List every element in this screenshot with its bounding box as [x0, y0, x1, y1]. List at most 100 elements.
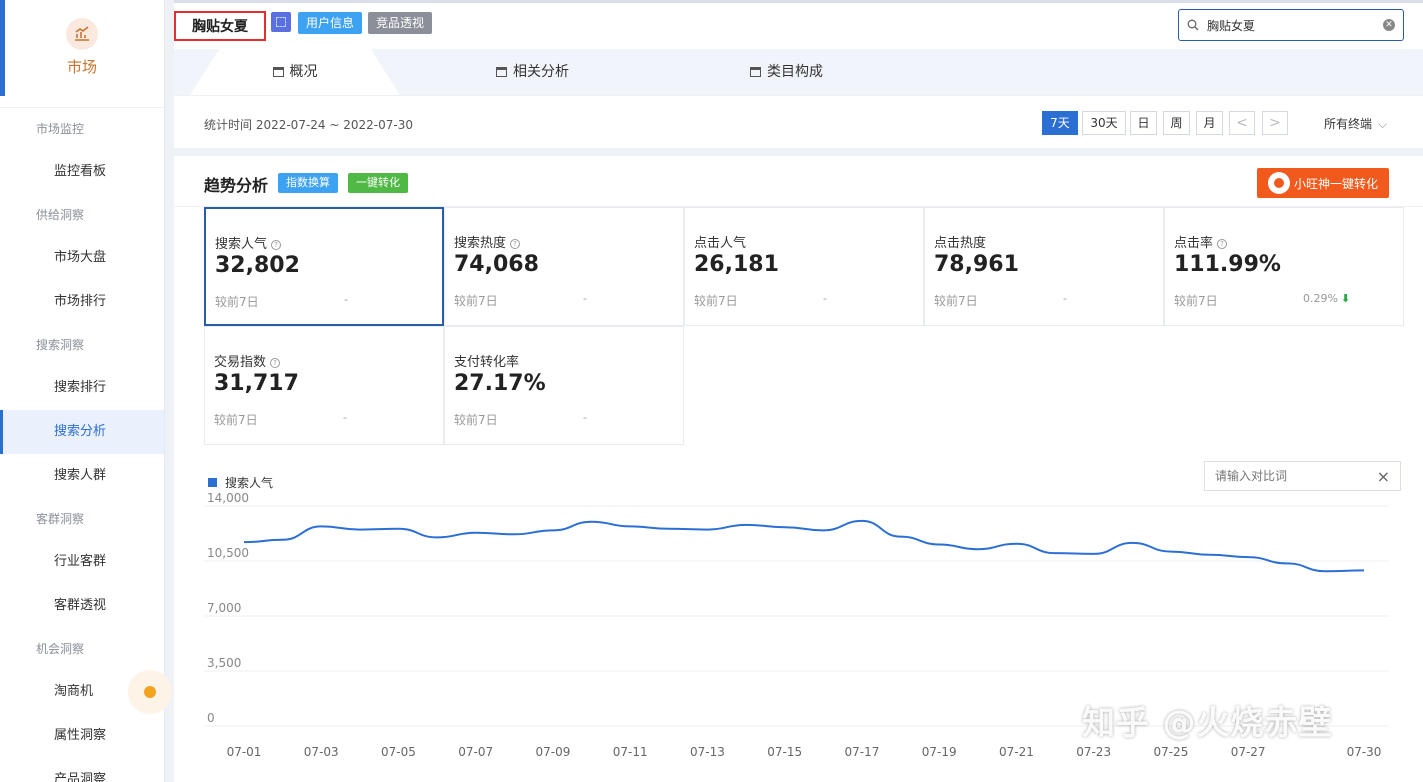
nav-group-title: 搜索洞察	[36, 338, 85, 352]
sidebar-item-label: 搜索排行	[54, 380, 107, 395]
metric-compare-label: 较前7日	[214, 413, 258, 427]
next-arrow-icon[interactable]: >	[1262, 111, 1288, 135]
metric-card[interactable]: 点击率? 111.99% 较前7日 0.29% ⬇	[1164, 207, 1404, 326]
sidebar-item-label: 行业客群	[54, 554, 107, 569]
competitor-button[interactable]: 竞品透视	[368, 12, 433, 34]
sidebar-item-label: 属性洞察	[54, 728, 107, 743]
y-tick-label: 3,500	[207, 656, 241, 670]
sidebar-edge-accent	[0, 0, 5, 96]
sidebar-logo[interactable]: 市场	[0, 0, 164, 108]
sidebar-item-label: 淘商机	[54, 684, 94, 699]
x-tick-label: 07-11	[613, 745, 648, 759]
sidebar-item-label: 市场大盘	[54, 250, 107, 265]
keyword-label[interactable]: 胸贴女夏	[174, 11, 266, 41]
metric-compare-label: 较前7日	[215, 295, 259, 309]
x-tick-label: 07-07	[458, 745, 493, 759]
metric-delta: -	[823, 292, 827, 305]
briefcase-icon	[272, 67, 284, 77]
arrow-down-icon: ⬇	[1340, 292, 1351, 305]
sidebar-item-label: 搜索人群	[54, 468, 107, 483]
market-chart-icon	[66, 18, 98, 50]
sidebar-item[interactable]: 客群透视	[0, 584, 164, 628]
sidebar-item[interactable]: 市场大盘	[0, 236, 164, 280]
wangwang-convert-button[interactable]: 小旺神一键转化	[1257, 168, 1389, 198]
x-tick-label: 07-25	[1153, 745, 1188, 759]
sidebar-item[interactable]: 行业客群	[0, 540, 164, 584]
period-30d[interactable]: 30天	[1082, 111, 1126, 135]
metric-value: 78,961	[934, 252, 1019, 277]
tab-category[interactable]: 类目构成	[750, 49, 823, 95]
sidebar-nav: 市场监控 监控看板 供给洞察 市场大盘 市场排行 搜索洞察 搜索排行 搜索分析 搜索人群 客群洞察…	[0, 108, 172, 782]
metric-card[interactable]: 支付转化率 27.17% 较前7日 -	[444, 326, 684, 445]
index-convert-button[interactable]: 指数换算	[278, 173, 338, 193]
metric-label: 点击率?	[1174, 232, 1228, 251]
compare-input[interactable]	[1215, 469, 1377, 483]
metric-delta: -	[1063, 292, 1067, 305]
help-icon[interactable]: ?	[1217, 239, 1228, 249]
metric-card[interactable]: 搜索热度? 74,068 较前7日 -	[444, 207, 684, 326]
x-tick-label: 07-05	[381, 745, 416, 759]
metric-delta: -	[343, 411, 347, 424]
metric-label: 点击人气	[694, 236, 747, 251]
sidebar-item[interactable]: 搜索人群	[0, 454, 164, 498]
sidebar-item[interactable]: 市场排行	[0, 280, 164, 324]
sidebar-logo-label: 市场	[66, 58, 97, 76]
filter-bar: 统计时间 2022-07-24 ~ 2022-07-30 7天 30天 日 周 …	[174, 95, 1423, 151]
x-tick-label: 07-17	[844, 745, 879, 759]
help-icon[interactable]: ?	[271, 240, 282, 250]
legend-swatch	[208, 478, 217, 487]
sidebar-item-label: 搜索分析	[54, 424, 107, 439]
period-week[interactable]: 周	[1163, 111, 1190, 135]
metric-label: 点击热度	[934, 236, 987, 251]
user-info-button[interactable]: 用户信息	[298, 12, 363, 34]
sidebar-item[interactable]: 搜索排行	[0, 366, 164, 410]
sidebar-item-label: 市场排行	[54, 294, 107, 309]
sidebar-item[interactable]: 监控看板	[0, 150, 164, 194]
period-day[interactable]: 日	[1130, 111, 1157, 135]
search-icon	[1187, 19, 1199, 31]
metric-card[interactable]: 交易指数? 31,717 较前7日 -	[204, 326, 444, 445]
trend-title: 趋势分析	[204, 176, 269, 195]
metric-card[interactable]: 搜索人气? 32,802 较前7日 -	[204, 207, 444, 326]
sidebar-item[interactable]: 搜索分析	[0, 410, 164, 454]
tab-related-analysis[interactable]: 相关分析	[496, 49, 569, 95]
metric-value: 111.99%	[1174, 252, 1281, 277]
prev-arrow-icon[interactable]: <	[1229, 111, 1255, 135]
period-month[interactable]: 月	[1196, 111, 1223, 135]
sidebar-item[interactable]: 淘商机	[0, 670, 172, 714]
compare-word-field[interactable]: ×	[1204, 461, 1401, 491]
legend-label: 搜索人气	[225, 476, 274, 490]
sidebar-item[interactable]: 产品洞察	[0, 758, 164, 782]
metric-delta: 0.29% ⬇	[1303, 292, 1351, 305]
keyword-search[interactable]: ✕	[1178, 9, 1404, 41]
tab-overview[interactable]: 概况	[190, 49, 400, 95]
one-click-convert-button[interactable]: 一键转化	[348, 173, 408, 193]
metric-card[interactable]: 点击热度 78,961 较前7日 -	[924, 207, 1164, 326]
x-tick-label: 07-13	[690, 745, 725, 759]
date-range: 统计时间 2022-07-24 ~ 2022-07-30	[204, 118, 413, 132]
nav-group-title: 市场监控	[36, 122, 85, 136]
sidebar-item[interactable]: 属性洞察	[0, 714, 164, 758]
metric-card[interactable]: 点击人气 26,181 较前7日 -	[684, 207, 924, 326]
metric-value: 32,802	[215, 253, 300, 278]
watermark: 知乎 @火烧赤壁	[1082, 703, 1333, 742]
metric-label: 支付转化率	[454, 355, 520, 370]
help-icon[interactable]: ?	[510, 239, 521, 249]
metric-label: 搜索人气?	[215, 233, 282, 252]
x-tick-label: 07-19	[922, 745, 957, 759]
period-7d[interactable]: 7天	[1042, 111, 1078, 135]
keyword-grid-icon[interactable]	[271, 12, 291, 32]
x-tick-label: 07-21	[999, 745, 1034, 759]
help-icon[interactable]: ?	[270, 358, 281, 368]
briefcase-icon	[496, 67, 507, 77]
chart-legend[interactable]: 搜索人气	[208, 474, 273, 491]
clear-icon[interactable]: ✕	[1383, 19, 1395, 31]
x-tick-label: 07-30	[1347, 745, 1382, 759]
series-line	[243, 519, 1365, 573]
metric-value: 27.17%	[454, 371, 546, 396]
search-input[interactable]	[1207, 18, 1383, 32]
terminal-select[interactable]: 所有终端 ⌵	[1324, 117, 1388, 131]
metric-compare-label: 较前7日	[694, 294, 738, 308]
trend-line-chart: 0 3,500 7,000 10,500 14,000 07-01 07-03 07-05 07…	[204, 491, 1389, 759]
close-icon[interactable]: ×	[1376, 466, 1390, 486]
